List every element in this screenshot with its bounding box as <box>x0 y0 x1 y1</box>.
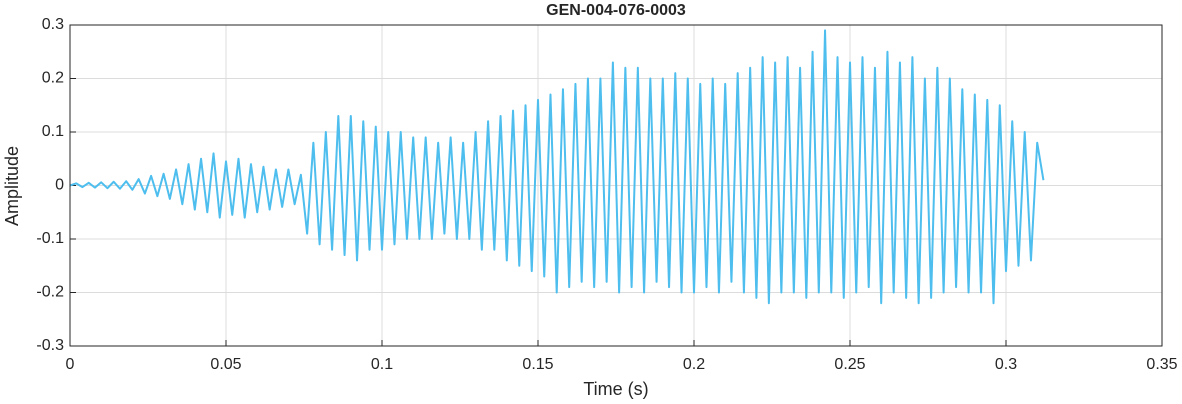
x-tick-label: 0.2 <box>683 356 705 373</box>
y-tick-label: 0.2 <box>42 70 64 87</box>
x-tick-label: 0 <box>66 356 75 373</box>
x-tick-label: 0.1 <box>371 356 393 373</box>
chart-title: GEN-004-076-0003 <box>546 2 686 19</box>
x-tick-label: 0.3 <box>995 356 1017 373</box>
x-tick-label: 0.25 <box>834 356 865 373</box>
plot-frame <box>69 24 1163 347</box>
x-tick-label: 0.35 <box>1146 356 1177 373</box>
x-tick-label: 0.15 <box>522 356 553 373</box>
x-axis-label: Time (s) <box>583 379 648 399</box>
x-tick-label: 0.05 <box>210 356 241 373</box>
y-tick-label: -0.2 <box>36 284 64 301</box>
y-tick-label: 0.3 <box>42 16 64 33</box>
waveform-line <box>69 29 1045 305</box>
y-tick-label: 0 <box>55 177 64 194</box>
y-tick-label: 0.1 <box>42 123 64 140</box>
y-axis-label: Amplitude <box>2 146 22 226</box>
y-tick-label: -0.3 <box>36 337 64 354</box>
y-tick-label: -0.1 <box>36 230 64 247</box>
